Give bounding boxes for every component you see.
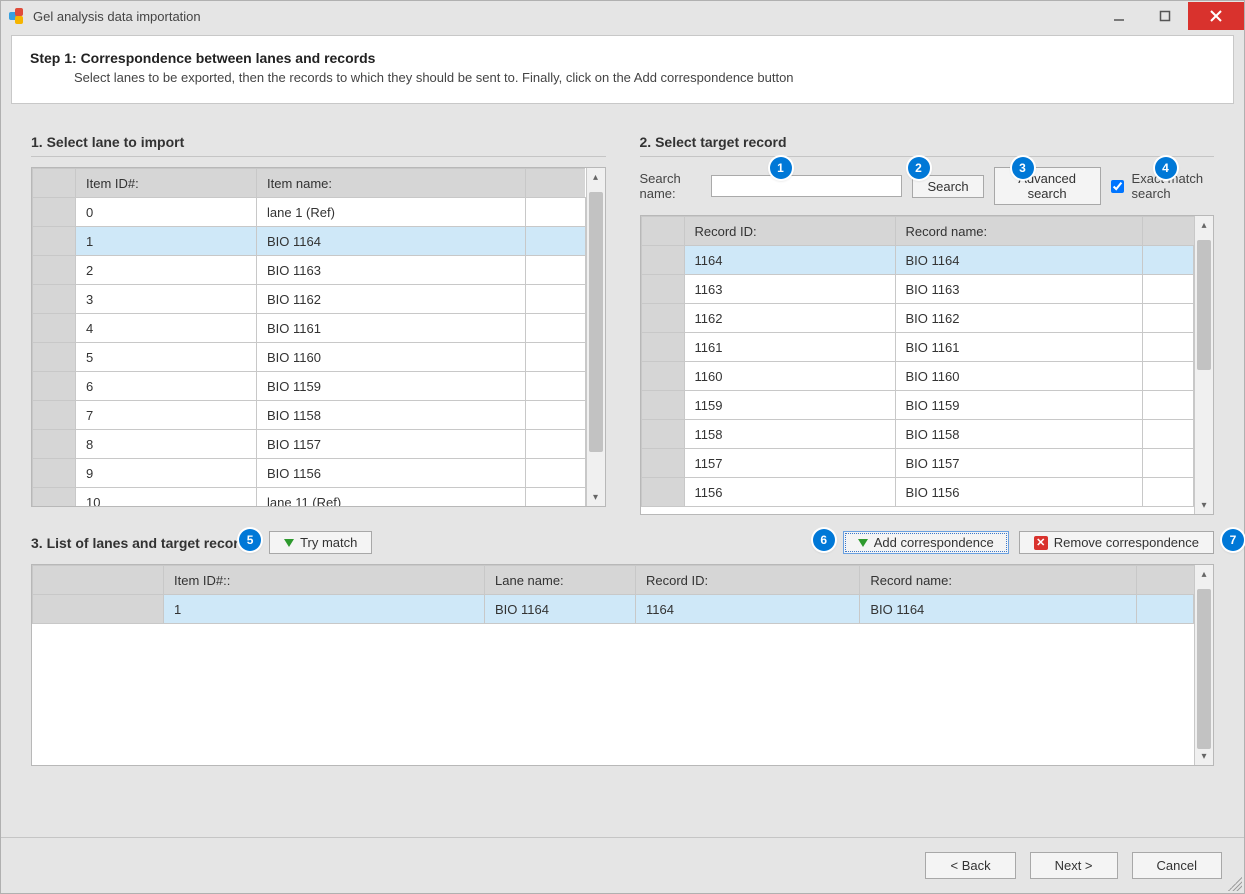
record-scrollbar[interactable]: ▴ ▾ (1194, 216, 1213, 514)
table-row[interactable]: 3BIO 1162 (33, 285, 586, 314)
callout-7: 7 (1222, 529, 1244, 551)
search-input[interactable] (711, 175, 902, 197)
titlebar[interactable]: Gel analysis data importation (1, 1, 1244, 31)
exact-match-checkbox[interactable] (1111, 180, 1124, 193)
record-table-frame: Record ID: Record name: 1164BIO 11641163… (640, 215, 1215, 515)
table-row[interactable]: 1164BIO 1164 (641, 246, 1194, 275)
actions-row: 3. List of lanes and target records 5 Tr… (31, 531, 1214, 554)
record-col-spacer (1143, 217, 1194, 246)
search-label: Search name: (640, 171, 702, 201)
table-row[interactable]: 1156BIO 1156 (641, 478, 1194, 507)
close-icon (1209, 9, 1223, 23)
table-row[interactable]: 1BIO 11641164BIO 1164 (33, 595, 1194, 624)
lane-table-frame: Item ID#: Item name: 0lane 1 (Ref)1BIO 1… (31, 167, 606, 507)
maximize-button[interactable] (1142, 2, 1188, 30)
table-row[interactable]: 1163BIO 1163 (641, 275, 1194, 304)
callout-5: 5 (239, 529, 261, 551)
remove-correspondence-button[interactable]: ✕ Remove correspondence (1019, 531, 1214, 554)
table-row[interactable]: 1158BIO 1158 (641, 420, 1194, 449)
table-row[interactable]: 6BIO 1159 (33, 372, 586, 401)
callout-1: 1 (770, 157, 792, 179)
callout-3: 3 (1012, 157, 1034, 179)
arrow-down-icon (284, 539, 294, 547)
minimize-icon (1113, 10, 1125, 22)
record-table[interactable]: Record ID: Record name: 1164BIO 11641163… (641, 216, 1195, 507)
add-correspondence-button[interactable]: Add correspondence (843, 531, 1009, 554)
corr-col-lane[interactable]: Lane name: (485, 566, 636, 595)
window-title: Gel analysis data importation (33, 9, 201, 24)
try-match-button[interactable]: Try match (269, 531, 372, 554)
cancel-button[interactable]: Cancel (1132, 852, 1222, 879)
minimize-button[interactable] (1096, 2, 1142, 30)
section-select-lane: 1. Select lane to import Item ID#: Item … (31, 134, 606, 515)
search-row: Search name: Search Advanced search Exac… (640, 167, 1215, 205)
back-button[interactable]: < Back (925, 852, 1015, 879)
table-row[interactable]: 7BIO 1158 (33, 401, 586, 430)
scroll-up-icon[interactable]: ▴ (587, 168, 605, 186)
lane-table-corner (33, 169, 76, 198)
advanced-search-button[interactable]: Advanced search (994, 167, 1101, 205)
table-row[interactable]: 1157BIO 1157 (641, 449, 1194, 478)
table-row[interactable]: 10lane 11 (Ref) (33, 488, 586, 507)
section3-heading: 3. List of lanes and target records (31, 535, 255, 551)
step-header-panel: Step 1: Correspondence between lanes and… (11, 35, 1234, 104)
record-col-name[interactable]: Record name: (895, 217, 1143, 246)
callout-4: 4 (1155, 157, 1177, 179)
correspondence-table-frame: Item ID#:: Lane name: Record ID: Record … (31, 564, 1214, 766)
resize-grip[interactable] (1228, 877, 1242, 891)
record-col-id[interactable]: Record ID: (684, 217, 895, 246)
section1-heading: 1. Select lane to import (31, 134, 606, 157)
table-row[interactable]: 1160BIO 1160 (641, 362, 1194, 391)
correspondence-table[interactable]: Item ID#:: Lane name: Record ID: Record … (32, 565, 1194, 624)
scroll-down-icon[interactable]: ▾ (587, 488, 605, 506)
table-row[interactable]: 8BIO 1157 (33, 430, 586, 459)
table-row[interactable]: 9BIO 1156 (33, 459, 586, 488)
corr-col-spacer (1137, 566, 1194, 595)
table-row[interactable]: 4BIO 1161 (33, 314, 586, 343)
corr-table-corner (33, 566, 164, 595)
step-title: Step 1: Correspondence between lanes and… (30, 50, 1215, 66)
table-row[interactable]: 1162BIO 1162 (641, 304, 1194, 333)
scroll-up-icon[interactable]: ▴ (1195, 565, 1213, 583)
scroll-up-icon[interactable]: ▴ (1195, 216, 1213, 234)
content-area: 1. Select lane to import Item ID#: Item … (1, 104, 1244, 837)
arrow-down-icon (858, 539, 868, 547)
section2-heading: 2. Select target record (640, 134, 1215, 157)
next-button[interactable]: Next > (1030, 852, 1118, 879)
app-icon (9, 8, 25, 24)
step-description: Select lanes to be exported, then the re… (30, 70, 1215, 85)
table-row[interactable]: 1BIO 1164 (33, 227, 586, 256)
lane-scrollbar[interactable]: ▴ ▾ (586, 168, 605, 506)
table-row[interactable]: 2BIO 1163 (33, 256, 586, 285)
callout-2: 2 (908, 157, 930, 179)
app-window: Gel analysis data importation Step 1: Co… (0, 0, 1245, 894)
lane-col-spacer (526, 169, 585, 198)
lane-col-name[interactable]: Item name: (257, 169, 526, 198)
corr-col-recname[interactable]: Record name: (860, 566, 1137, 595)
corr-col-recid[interactable]: Record ID: (636, 566, 860, 595)
lane-table[interactable]: Item ID#: Item name: 0lane 1 (Ref)1BIO 1… (32, 168, 586, 506)
table-row[interactable]: 1161BIO 1161 (641, 333, 1194, 362)
table-row[interactable]: 1159BIO 1159 (641, 391, 1194, 420)
lane-col-id[interactable]: Item ID#: (76, 169, 257, 198)
table-row[interactable]: 5BIO 1160 (33, 343, 586, 372)
scroll-down-icon[interactable]: ▾ (1195, 747, 1213, 765)
maximize-icon (1159, 10, 1171, 22)
close-button[interactable] (1188, 2, 1244, 30)
record-table-corner (641, 217, 684, 246)
corr-scrollbar[interactable]: ▴ ▾ (1194, 565, 1213, 765)
section-select-record: 2. Select target record Search name: Sea… (640, 134, 1215, 515)
scroll-down-icon[interactable]: ▾ (1195, 496, 1213, 514)
x-icon: ✕ (1034, 536, 1048, 550)
table-row[interactable]: 0lane 1 (Ref) (33, 198, 586, 227)
wizard-footer: < Back Next > Cancel (1, 837, 1244, 893)
callout-6: 6 (813, 529, 835, 551)
corr-col-itemid[interactable]: Item ID#:: (164, 566, 485, 595)
